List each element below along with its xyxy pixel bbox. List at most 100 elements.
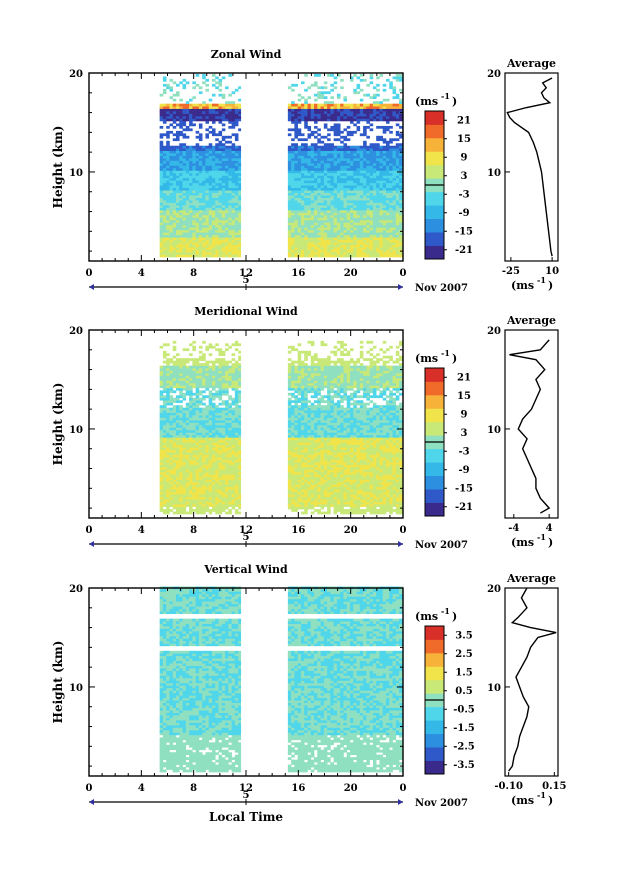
heatmap-cell (238, 170, 242, 174)
heatmap-cell (225, 118, 229, 122)
heatmap-cell (182, 242, 187, 245)
heatmap-cell (172, 219, 177, 223)
heatmap-cell (185, 499, 190, 502)
heatmap-cell (340, 172, 344, 176)
heatmap-cell (159, 224, 164, 228)
heatmap-cell (166, 234, 170, 238)
heatmap-cell (330, 103, 334, 107)
heatmap-cell (300, 185, 305, 189)
heatmap-cell (376, 165, 380, 169)
heatmap-cell (169, 163, 174, 166)
heatmap-cell (304, 224, 308, 228)
heatmap-cell (189, 407, 193, 411)
heatmap-cell (179, 358, 183, 361)
heatmap-cell (211, 365, 216, 369)
heatmap-cell (195, 476, 200, 480)
heatmap-cell (392, 86, 397, 90)
heatmap-cell (198, 155, 203, 159)
heatmap-cell (159, 501, 164, 505)
heatmap-cell (172, 133, 177, 137)
heatmap-cell (202, 484, 206, 488)
heatmap-cell (192, 509, 196, 512)
heatmap-cell (343, 190, 348, 194)
heatmap-cell (300, 182, 305, 186)
heatmap-cell (389, 125, 393, 129)
heatmap-cell (304, 155, 308, 159)
heatmap-cell (185, 437, 190, 441)
heatmap-cell (172, 150, 177, 154)
heatmap-cell (320, 111, 325, 114)
heatmap-cell (218, 130, 223, 134)
heatmap-cell (215, 202, 219, 206)
heatmap-cell (238, 103, 242, 107)
heatmap-cell (179, 509, 183, 512)
heatmap-cell (176, 247, 180, 250)
heatmap-cell (363, 150, 367, 154)
heatmap-cell (372, 185, 377, 189)
heatmap-cell (297, 202, 302, 206)
heatmap-cell (385, 78, 390, 82)
heatmap-cell (333, 185, 338, 189)
heatmap-cell (159, 373, 164, 376)
heatmap-cell (166, 511, 170, 515)
heatmap-cell (379, 175, 384, 179)
heatmap-cell (346, 185, 351, 189)
heatmap-cell (198, 415, 203, 418)
heatmap-cell (198, 172, 203, 176)
heatmap-cell (366, 118, 370, 122)
heatmap-cell (389, 138, 393, 142)
heatmap-cell (192, 442, 196, 446)
heatmap-cell (287, 224, 292, 228)
heatmap-cell (376, 239, 380, 243)
heatmap-cell (234, 242, 239, 245)
heatmap-cell (182, 200, 187, 203)
heatmap-cell (356, 187, 361, 191)
heatmap-cell (162, 353, 167, 357)
heatmap-cell (327, 222, 331, 226)
heatmap-cell (185, 205, 190, 208)
heatmap-cell (198, 150, 203, 154)
heatmap-cell (195, 167, 200, 171)
heatmap-cell (198, 232, 203, 236)
heatmap-cell (231, 227, 236, 231)
heatmap-cell (192, 392, 196, 396)
heatmap-cell (195, 242, 200, 245)
heatmap-cell (304, 232, 308, 236)
heatmap-cell (323, 153, 328, 156)
heatmap-cell (198, 469, 203, 473)
heatmap-cell (297, 217, 302, 221)
heatmap-cell (179, 200, 183, 203)
heatmap-cell (323, 101, 328, 104)
heatmap-cell (228, 182, 232, 186)
heatmap-cell (172, 247, 177, 250)
heatmap-cell (179, 222, 183, 226)
heatmap-cell (215, 368, 219, 371)
heatmap-cell (172, 182, 177, 186)
heatmap-cell (231, 202, 236, 206)
heatmap-cell (215, 494, 219, 498)
heatmap-cell (304, 187, 308, 191)
heatmap-cell (376, 222, 380, 226)
heatmap-cell (176, 420, 180, 423)
heatmap-cell (215, 237, 219, 241)
heatmap-cell (198, 207, 203, 211)
heatmap-cell (356, 182, 361, 186)
heatmap-cell (310, 116, 315, 119)
heatmap-cell (333, 192, 338, 196)
heatmap-cell (385, 242, 390, 245)
heatmap-cell (382, 252, 387, 255)
heatmap-cell (198, 108, 203, 112)
heatmap-cell (330, 202, 334, 206)
heatmap-cell (189, 405, 193, 408)
heatmap-cell (205, 182, 210, 186)
heatmap-cell (366, 108, 370, 112)
heatmap-cell (189, 343, 193, 347)
heatmap-cell (215, 195, 219, 198)
heatmap-cell (189, 254, 193, 258)
heatmap-cell (189, 237, 193, 241)
heatmap-cell (317, 165, 321, 169)
heatmap-cell (363, 116, 367, 119)
heatmap-cell (189, 392, 193, 396)
heatmap-cell (205, 180, 210, 184)
heatmap-cell (166, 86, 170, 90)
